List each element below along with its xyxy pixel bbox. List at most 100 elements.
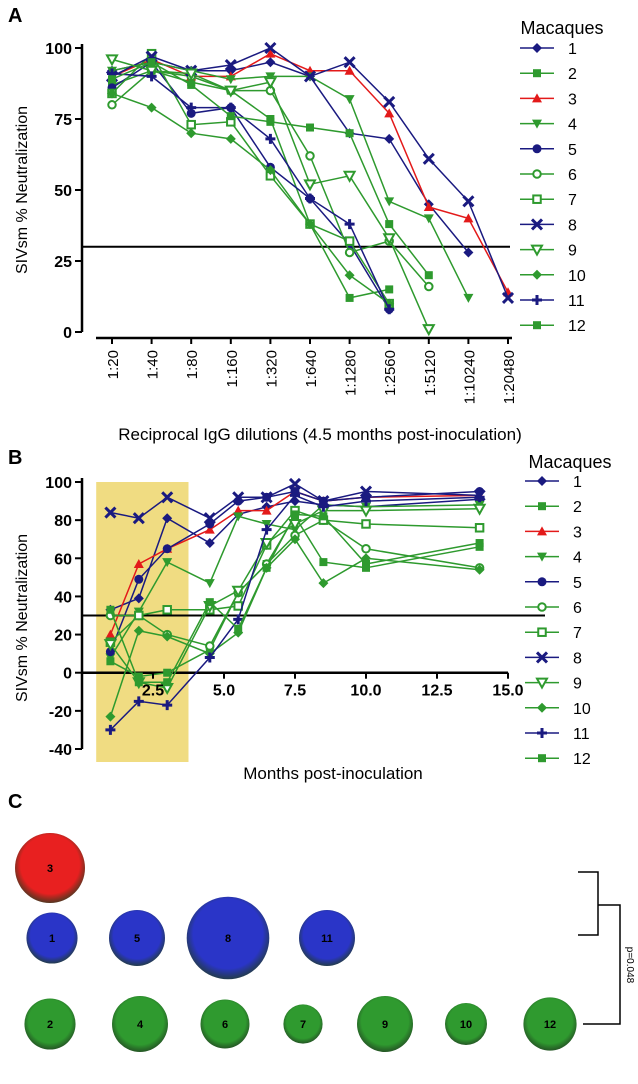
panel-a-series-line-1 (111, 61, 469, 253)
panel-a-point-9-7 (382, 233, 396, 246)
panel-b-point-1-2 (162, 513, 173, 524)
panel-a-point-6-5 (305, 151, 315, 161)
panel-b-series-line-12 (109, 513, 480, 684)
panel-a-legend-marker-4 (532, 119, 542, 129)
bubble-circle-7 (283, 1004, 323, 1044)
panel-a-point-8-4 (264, 41, 277, 55)
panel-b-xlabel: Months post-inoculation (243, 764, 423, 783)
panel-b-point-11-8 (361, 496, 371, 507)
panel-b-legend-label-8: 8 (573, 650, 582, 667)
panel-a-point-10-1 (146, 102, 157, 113)
panel-b-y-tick-label-80: 80 (54, 513, 72, 530)
panel-b-y-tick-label--40: -40 (49, 742, 72, 759)
panel-b-series-4 (105, 500, 485, 663)
panel-b-legend-marker-6 (537, 602, 547, 612)
panel-b-legend-label-5: 5 (573, 575, 582, 592)
panel-a-x-tick-label-1: 1:40 (145, 350, 162, 379)
bubble-circle-5 (109, 910, 165, 966)
panel-a-x-tick-label-6: 1:1280 (343, 350, 360, 396)
panel-a-point-9-2 (184, 68, 198, 81)
panel-a-series-12 (108, 58, 433, 280)
panel-a-point-9-1 (144, 65, 159, 78)
panel-c-letter: C (8, 791, 22, 813)
panel-a-point-1-9 (463, 247, 474, 258)
panel-a-series-1 (107, 57, 474, 258)
panel-b-series-line-8 (110, 483, 480, 520)
panel-a-legend-label-9: 9 (568, 243, 577, 260)
panel-b-legend-label-7: 7 (573, 625, 582, 642)
panel-b-point-7-8 (361, 519, 371, 529)
panel-b-series-8 (104, 477, 486, 525)
bubble-macaque-8: 8 (186, 896, 270, 980)
bubble-label-6: 6 (222, 1019, 228, 1031)
panel-a-point-8-8 (422, 152, 435, 165)
panel-a-point-2-6 (345, 293, 354, 302)
panel-b-point-6-8 (361, 544, 371, 554)
panel-a-point-3-7 (384, 108, 395, 118)
panel-b-point-8-5 (260, 491, 273, 504)
panel-a-point-10-4 (265, 165, 276, 176)
panel-a-x-tick-label-3: 1:160 (224, 350, 241, 388)
panel-a-point-9-6 (342, 170, 357, 183)
panel-b-legend-item-8: 8 (525, 650, 582, 667)
bubble-macaque-7: 7 (283, 1004, 323, 1044)
panel-b-legend-item-11: 11 (525, 726, 590, 743)
panel-b-series-line-9 (109, 507, 480, 689)
panel-a-legend-marker-7 (532, 194, 542, 204)
panel-a-point-6-0 (107, 100, 117, 110)
panel-a-point-12-5 (306, 123, 314, 132)
panel-b-point-11-7 (318, 501, 329, 512)
panel-b-point-1-3 (204, 538, 215, 549)
panel-a-legend-marker-5 (532, 144, 542, 154)
panel-b-legend-label-12: 12 (573, 751, 591, 768)
panel-b-point-9-0 (103, 639, 118, 652)
panel-a-legend-title: Macaques (520, 18, 603, 38)
panel-a-point-10-3 (225, 133, 236, 144)
panel-b-legend-item-6: 6 (525, 600, 582, 617)
panel-a-point-7-6 (344, 236, 355, 246)
panel-b-point-4-3 (204, 579, 215, 589)
bubble-macaque-1: 1 (26, 912, 78, 964)
panel-b-point-4-0 (105, 653, 116, 663)
panel-b-point-7-2 (162, 605, 172, 615)
significance-bracket-outer (583, 904, 621, 1025)
panel-a-letter: A (8, 5, 22, 27)
bubble-circle-3 (15, 833, 85, 903)
bubble-circle-8 (186, 896, 270, 980)
panel-a-point-9-5 (303, 179, 317, 192)
panel-b-point-11-2 (162, 700, 173, 711)
panel-b-legend-label-6: 6 (573, 600, 582, 617)
bubble-circle-4 (112, 996, 168, 1052)
panel-b-legend-item-5: 5 (525, 575, 582, 592)
panel-a-point-9-4 (263, 77, 278, 90)
panel-a-legend-marker-1 (532, 43, 542, 53)
panel-b-point-7-1 (134, 610, 144, 621)
bubble-label-2: 2 (47, 1019, 53, 1031)
panel-b-legend-item-1: 1 (525, 474, 582, 491)
panel-b-legend-item-4: 4 (525, 550, 582, 567)
panel-a-point-4-9 (463, 293, 474, 303)
panel-a-point-8-3 (224, 58, 237, 72)
panel-b-x-tick-label-7.5: 7.5 (284, 683, 306, 700)
panel-b-point-9-5 (259, 538, 274, 551)
panel-b-series-line-5 (109, 490, 480, 652)
panel-b-legend-marker-4 (537, 552, 547, 562)
panel-b-point-1-1 (133, 593, 144, 604)
panel-b-point-11-1 (133, 696, 144, 707)
panel-b-point-6-3 (205, 641, 215, 651)
panel-a-point-11-1 (146, 71, 157, 82)
panel-b-y-tick-label-0: 0 (63, 666, 72, 683)
bubble-circle-10 (445, 1003, 487, 1045)
bubble-label-4: 4 (137, 1019, 144, 1031)
panel-b-y-tick-label-60: 60 (54, 551, 72, 568)
panel-b-series-line-11 (109, 494, 480, 731)
panel-b-legend-marker-5 (537, 577, 547, 587)
panel-b-point-4-4 (233, 512, 244, 522)
panel-b-legend-marker-2 (538, 502, 546, 511)
panel-b-point-12-4 (234, 624, 243, 633)
panel-a-series-11 (107, 68, 395, 315)
panel-b-point-8-8 (359, 485, 373, 498)
panel-b-point-11-6 (290, 490, 300, 501)
panel-a-legend-label-5: 5 (568, 142, 577, 159)
